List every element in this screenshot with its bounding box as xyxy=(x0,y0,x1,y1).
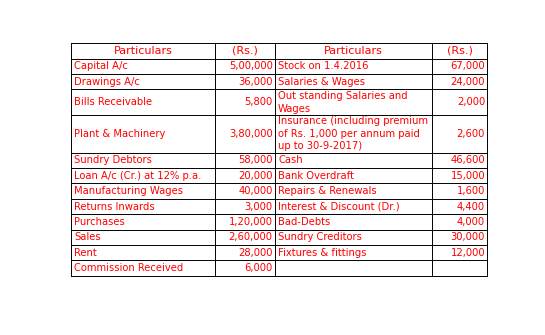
Text: Out standing Salaries and: Out standing Salaries and xyxy=(278,91,408,101)
Text: Particulars: Particulars xyxy=(113,46,172,56)
Text: Wages: Wages xyxy=(278,104,311,114)
Text: Fixtures & fittings: Fixtures & fittings xyxy=(278,248,367,258)
Text: 58,000: 58,000 xyxy=(238,155,272,165)
Text: 4,400: 4,400 xyxy=(457,202,485,211)
Text: Sundry Debtors: Sundry Debtors xyxy=(74,155,152,165)
Text: 24,000: 24,000 xyxy=(451,77,485,87)
Text: Commission Received: Commission Received xyxy=(74,263,184,273)
Text: Rent: Rent xyxy=(74,248,97,258)
Text: 30,000: 30,000 xyxy=(451,232,485,242)
Text: 2,60,000: 2,60,000 xyxy=(229,232,272,242)
Text: up to 30-9-2017): up to 30-9-2017) xyxy=(278,141,362,151)
Text: 46,600: 46,600 xyxy=(451,155,485,165)
Text: Sales: Sales xyxy=(74,232,101,242)
Text: Plant & Machinery: Plant & Machinery xyxy=(74,129,166,139)
Text: 12,000: 12,000 xyxy=(451,248,485,258)
Text: Cash: Cash xyxy=(278,155,303,165)
Text: 3,000: 3,000 xyxy=(245,202,272,211)
Text: Bad-Debts: Bad-Debts xyxy=(278,217,330,227)
Text: Returns Inwards: Returns Inwards xyxy=(74,202,155,211)
Text: Loan A/c (Cr.) at 12% p.a.: Loan A/c (Cr.) at 12% p.a. xyxy=(74,171,202,181)
Text: Stock on 1.4.2016: Stock on 1.4.2016 xyxy=(278,61,368,71)
Text: 28,000: 28,000 xyxy=(238,248,272,258)
Text: 40,000: 40,000 xyxy=(238,186,272,196)
Text: Sundry Creditors: Sundry Creditors xyxy=(278,232,362,242)
Text: Manufacturing Wages: Manufacturing Wages xyxy=(74,186,183,196)
Text: 2,600: 2,600 xyxy=(457,129,485,139)
Text: 4,000: 4,000 xyxy=(457,217,485,227)
Text: 67,000: 67,000 xyxy=(451,61,485,71)
Text: 2,000: 2,000 xyxy=(457,97,485,107)
Text: Insurance (including premium: Insurance (including premium xyxy=(278,116,428,126)
Text: Purchases: Purchases xyxy=(74,217,125,227)
Text: Bills Receivable: Bills Receivable xyxy=(74,97,153,107)
Text: 5,00,000: 5,00,000 xyxy=(229,61,272,71)
Text: (Rs.): (Rs.) xyxy=(232,46,258,56)
Text: 3,80,000: 3,80,000 xyxy=(229,129,272,139)
Text: Salaries & Wages: Salaries & Wages xyxy=(278,77,365,87)
Text: Repairs & Renewals: Repairs & Renewals xyxy=(278,186,377,196)
Text: 15,000: 15,000 xyxy=(451,171,485,181)
Text: 20,000: 20,000 xyxy=(238,171,272,181)
Text: 5,800: 5,800 xyxy=(245,97,272,107)
Text: 1,20,000: 1,20,000 xyxy=(229,217,272,227)
Text: 6,000: 6,000 xyxy=(245,263,272,273)
Text: of Rs. 1,000 per annum paid: of Rs. 1,000 per annum paid xyxy=(278,129,420,139)
Text: (Rs.): (Rs.) xyxy=(446,46,473,56)
Text: Interest & Discount (Dr.): Interest & Discount (Dr.) xyxy=(278,202,400,211)
Text: Particulars: Particulars xyxy=(324,46,383,56)
Text: Drawings A/c: Drawings A/c xyxy=(74,77,140,87)
Text: 1,600: 1,600 xyxy=(457,186,485,196)
Text: 36,000: 36,000 xyxy=(238,77,272,87)
Text: Bank Overdraft: Bank Overdraft xyxy=(278,171,354,181)
Text: Capital A/c: Capital A/c xyxy=(74,61,128,71)
